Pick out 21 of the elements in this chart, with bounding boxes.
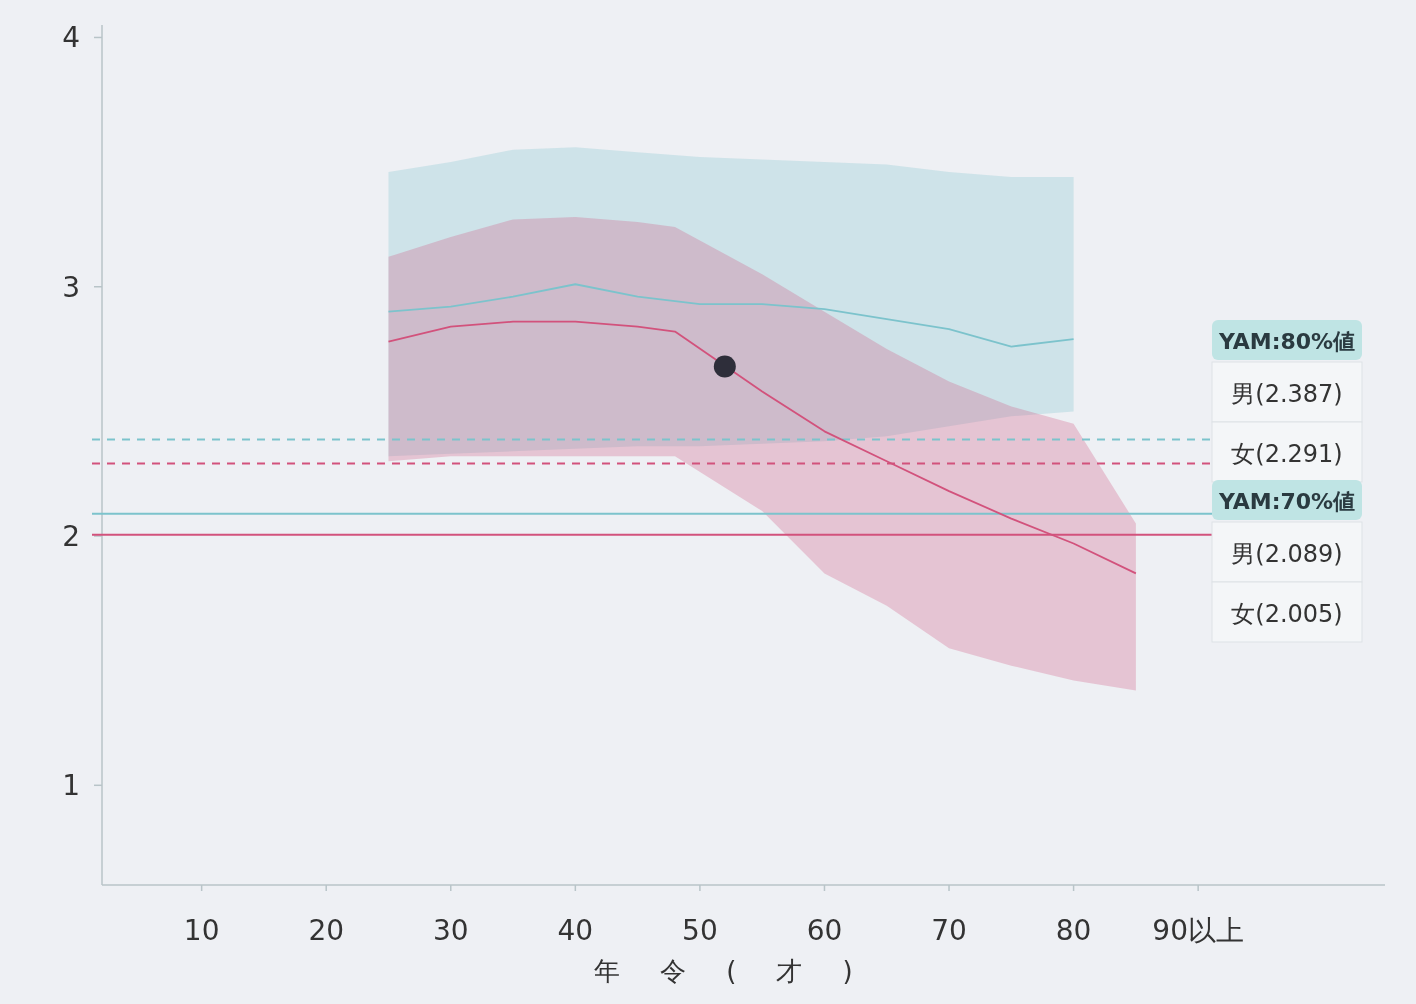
x-tick-label: 30 <box>432 914 469 947</box>
ref-line-label: 女(2.291) <box>1231 440 1343 468</box>
x-tick-label: 80 <box>1055 914 1092 947</box>
y-tick-label: 2 <box>62 520 80 554</box>
annotation: YAM:80%値 <box>1217 329 1356 354</box>
y-tick-label: 1 <box>62 769 80 803</box>
x-tick-label: 70 <box>931 914 967 947</box>
y-tick-label: 4 <box>62 21 80 55</box>
x-tick-label: 90以上 <box>1152 914 1244 947</box>
x-tick-label: 60 <box>806 914 843 947</box>
ref-line-label: 男(2.387) <box>1231 380 1343 408</box>
x-axis-title: 年令(才) <box>594 956 893 986</box>
x-tick-label: 50 <box>682 914 718 947</box>
line-series <box>387 283 1075 348</box>
x-tick-label: 40 <box>557 914 594 947</box>
x-tick-label: 10 <box>183 914 220 947</box>
ref-line-label: 女(2.005) <box>1231 600 1343 628</box>
x-tick-label: 20 <box>308 914 345 947</box>
ref-line-label: 男(2.089) <box>1231 540 1343 568</box>
annotation: YAM:70%値 <box>1217 489 1356 514</box>
y-tick-label: 3 <box>62 270 80 304</box>
